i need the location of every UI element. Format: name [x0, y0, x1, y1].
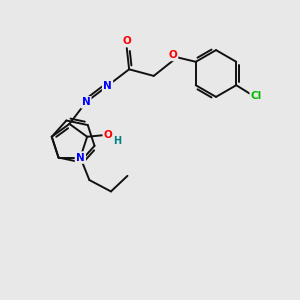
- Text: O: O: [104, 130, 112, 140]
- Text: Cl: Cl: [251, 91, 262, 101]
- Text: N: N: [82, 97, 90, 107]
- Text: H: H: [113, 136, 121, 146]
- Text: N: N: [103, 81, 112, 91]
- Text: O: O: [122, 36, 131, 46]
- Text: O: O: [168, 50, 177, 60]
- Text: N: N: [76, 152, 85, 163]
